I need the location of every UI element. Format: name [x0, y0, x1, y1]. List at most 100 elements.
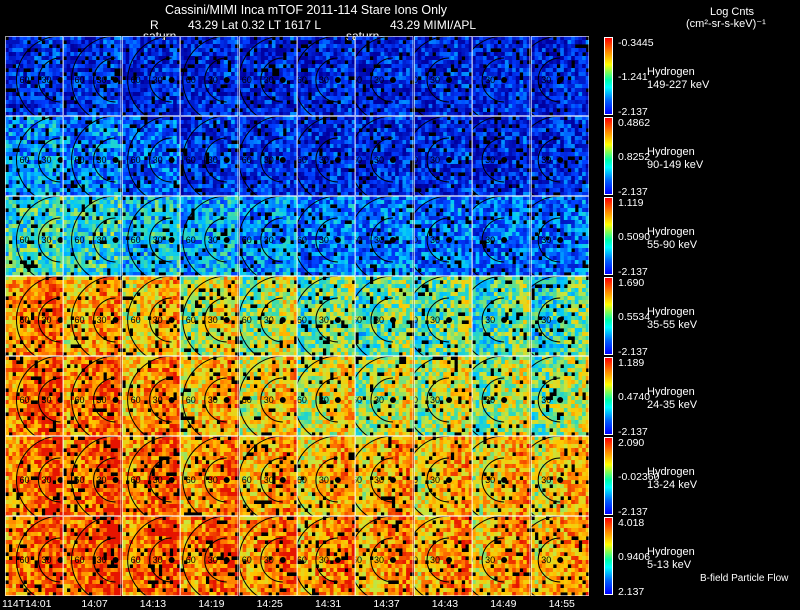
- heatmap-cell: [385, 84, 389, 88]
- heatmap-cell: [290, 76, 294, 80]
- heatmap-cell: [388, 164, 392, 168]
- heatmap-cell: [436, 48, 440, 52]
- heatmap-cell: [82, 96, 86, 100]
- heatmap-cell: [571, 96, 575, 100]
- heatmap-cell: [290, 160, 294, 164]
- heatmap-cell: [162, 128, 166, 132]
- heatmap-cell: [220, 120, 224, 124]
- heatmap-cell: [74, 104, 78, 108]
- heatmap-cell: [282, 120, 286, 124]
- heatmap-cell: [27, 136, 31, 140]
- heatmap-cell: [31, 180, 35, 184]
- heatmap-cell: [228, 168, 232, 172]
- heatmap-cell: [162, 132, 166, 136]
- heatmap-cell: [385, 108, 389, 112]
- heatmap-cell: [184, 180, 188, 184]
- heatmap-cell: [290, 124, 294, 128]
- heatmap-cell: [571, 48, 575, 52]
- heatmap-cell: [290, 60, 294, 64]
- heatmap-cell: [12, 96, 16, 100]
- heatmap-cell: [151, 188, 155, 192]
- heatmap-cell: [290, 156, 294, 160]
- heatmap-cell: [27, 56, 31, 60]
- heatmap-cell: [52, 160, 56, 164]
- heatmap-cell: [268, 104, 272, 108]
- heatmap-cell: [275, 64, 279, 68]
- heatmap-cell: [319, 128, 323, 132]
- heatmap-cell: [494, 108, 498, 112]
- heatmap-cell: [78, 124, 82, 128]
- heatmap-cell: [173, 108, 177, 112]
- heatmap-cell: [304, 176, 308, 180]
- heatmap-cell: [195, 96, 199, 100]
- heatmap-cell: [147, 92, 151, 96]
- heatmap-cell: [114, 44, 118, 48]
- heatmap-cell: [257, 96, 261, 100]
- heatmap-cell: [220, 40, 224, 44]
- heatmap-cell: [144, 72, 148, 76]
- heatmap-cell: [341, 152, 345, 156]
- heatmap-cell: [224, 52, 228, 56]
- heatmap-cell: [264, 148, 268, 152]
- heatmap-cell: [38, 176, 42, 180]
- heatmap-cell: [578, 100, 582, 104]
- heatmap-cell: [246, 168, 250, 172]
- heatmap-cell: [403, 48, 407, 52]
- heatmap-cell: [323, 40, 327, 44]
- heatmap-cell: [257, 168, 261, 172]
- heatmap-cell: [89, 164, 93, 168]
- heatmap-cell: [246, 92, 250, 96]
- heatmap-cell: [173, 120, 177, 124]
- heatmap-cell: [377, 104, 381, 108]
- heatmap-cell: [421, 88, 425, 92]
- heatmap-cell: [246, 40, 250, 44]
- heatmap-cell: [202, 100, 206, 104]
- heatmap-cell: [217, 108, 221, 112]
- heatmap-cell: [257, 68, 261, 72]
- heatmap-cell: [344, 96, 348, 100]
- heatmap-cell: [385, 48, 389, 52]
- heatmap-cell: [144, 148, 148, 152]
- heatmap-cell: [454, 48, 458, 52]
- heatmap-cell: [202, 56, 206, 60]
- heatmap-cell: [187, 172, 191, 176]
- heatmap-cell: [417, 84, 421, 88]
- heatmap-cell: [275, 44, 279, 48]
- heatmap-cell: [169, 88, 173, 92]
- heatmap-cell: [206, 96, 210, 100]
- heatmap-cell: [359, 132, 363, 136]
- heatmap-cell: [542, 88, 546, 92]
- heatmap-cell: [366, 52, 370, 56]
- heatmap-cell: [396, 100, 400, 104]
- heatmap-cell: [271, 144, 275, 148]
- heatmap-cell: [337, 184, 341, 188]
- heatmap-cell: [9, 128, 13, 132]
- heatmap-cell: [89, 64, 93, 68]
- heatmap-cell: [107, 140, 111, 144]
- heatmap-cell: [505, 100, 509, 104]
- heatmap-cell: [231, 88, 235, 92]
- heatmap-cell: [144, 168, 148, 172]
- heatmap-cell: [574, 108, 578, 112]
- heatmap-cell: [334, 64, 338, 68]
- heatmap-cell: [220, 164, 224, 168]
- heatmap-cell: [253, 108, 257, 112]
- heatmap-cell: [454, 52, 458, 56]
- heatmap-cell: [250, 132, 254, 136]
- heatmap-cell: [567, 100, 571, 104]
- heatmap-cell: [27, 176, 31, 180]
- heatmap-cell: [173, 124, 177, 128]
- heatmap-cell: [399, 44, 403, 48]
- heatmap-cell: [563, 80, 567, 84]
- heatmap-cell: [158, 104, 162, 108]
- heatmap-cell: [370, 64, 374, 68]
- heatmap-cell: [549, 104, 553, 108]
- heatmap-cell: [483, 104, 487, 108]
- heatmap-cell: [436, 92, 440, 96]
- heatmap-cell: [286, 180, 290, 184]
- heatmap-cell: [155, 48, 159, 52]
- heatmap-cell: [56, 64, 60, 68]
- heatmap-cell: [220, 44, 224, 48]
